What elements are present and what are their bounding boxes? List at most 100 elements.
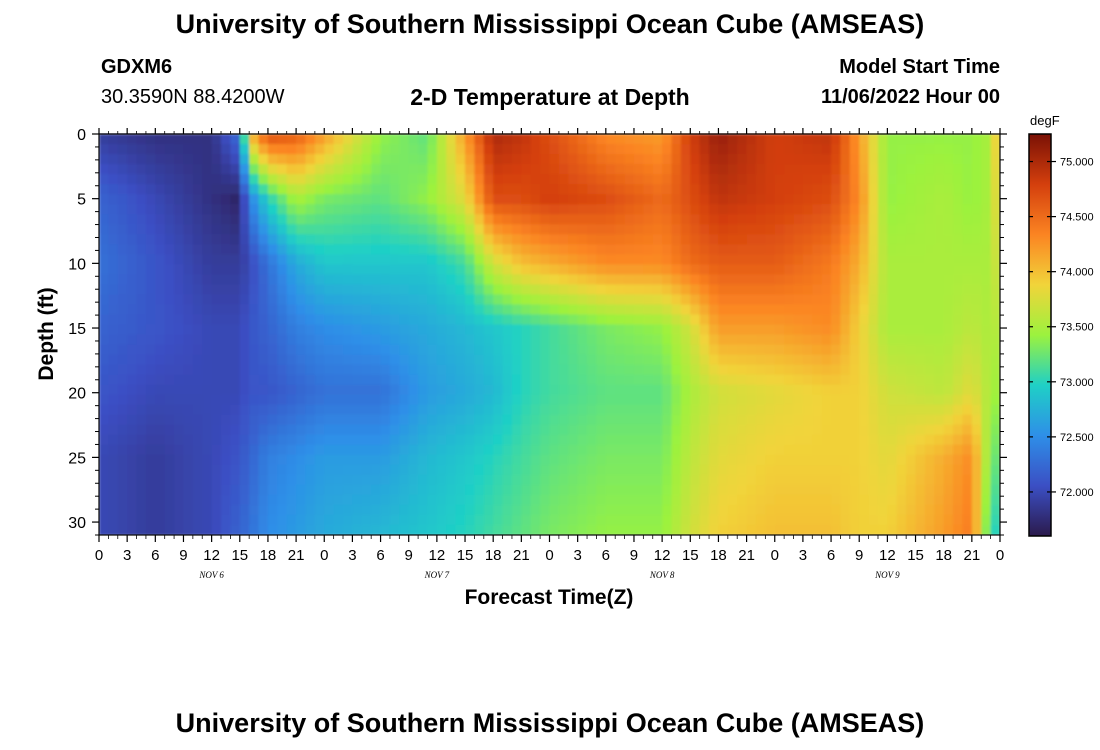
heatmap-cell bbox=[389, 164, 400, 175]
heatmap-cell bbox=[108, 474, 119, 486]
heatmap-cell bbox=[784, 504, 795, 516]
heatmap-cell bbox=[145, 224, 156, 235]
heatmap-cell bbox=[136, 334, 147, 346]
heatmap-cell bbox=[211, 254, 222, 265]
heatmap-cell bbox=[511, 504, 522, 516]
heatmap-cell bbox=[230, 394, 241, 406]
heatmap-cell bbox=[971, 404, 982, 416]
heatmap-cell bbox=[267, 274, 278, 285]
heatmap-cell bbox=[924, 404, 935, 416]
heatmap-cell bbox=[305, 474, 316, 486]
heatmap-cell bbox=[211, 314, 222, 326]
heatmap-cell bbox=[981, 304, 992, 316]
heatmap-cell bbox=[624, 324, 635, 336]
heatmap-cell bbox=[465, 224, 476, 235]
heatmap-cell bbox=[971, 444, 982, 456]
heatmap-cell bbox=[380, 334, 391, 346]
heatmap-cell bbox=[587, 154, 598, 165]
heatmap-cell bbox=[145, 394, 156, 406]
heatmap-cell bbox=[267, 394, 278, 406]
heatmap-cell bbox=[399, 474, 410, 486]
heatmap-cell bbox=[727, 304, 738, 316]
heatmap-cell bbox=[596, 374, 607, 386]
heatmap-cell bbox=[924, 214, 935, 225]
heatmap-cell bbox=[671, 164, 682, 175]
heatmap-cell bbox=[418, 184, 429, 195]
heatmap-cell bbox=[774, 354, 785, 366]
heatmap-cell bbox=[615, 134, 626, 145]
heatmap-cell bbox=[230, 494, 241, 506]
heatmap-cell bbox=[174, 224, 185, 235]
heatmap-cell bbox=[117, 514, 128, 526]
heatmap-cell bbox=[737, 314, 748, 326]
heatmap-cell bbox=[117, 334, 128, 346]
heatmap-cell bbox=[896, 374, 907, 386]
heatmap-cell bbox=[877, 234, 888, 245]
heatmap-cell bbox=[990, 504, 1000, 516]
heatmap-cell bbox=[183, 224, 194, 235]
heatmap-cell bbox=[755, 394, 766, 406]
heatmap-cell bbox=[831, 334, 842, 346]
heatmap-cell bbox=[605, 154, 616, 165]
heatmap-cell bbox=[483, 234, 494, 245]
heatmap-cell bbox=[868, 354, 879, 366]
heatmap-cell bbox=[192, 394, 203, 406]
heatmap-cell bbox=[934, 274, 945, 285]
heatmap-cell bbox=[174, 484, 185, 496]
heatmap-cell bbox=[267, 314, 278, 326]
heatmap-cell bbox=[587, 164, 598, 175]
heatmap-cell bbox=[483, 274, 494, 285]
heatmap-cell bbox=[305, 324, 316, 336]
heatmap-cell bbox=[877, 454, 888, 466]
heatmap-cell bbox=[643, 384, 654, 396]
heatmap-cell bbox=[418, 264, 429, 275]
heatmap-cell bbox=[446, 134, 457, 145]
heatmap-cell bbox=[802, 504, 813, 516]
heatmap-cell bbox=[333, 444, 344, 456]
heatmap-cell bbox=[521, 404, 532, 416]
heatmap-cell bbox=[774, 254, 785, 265]
heatmap-cell bbox=[117, 144, 128, 155]
heatmap-cell bbox=[906, 214, 917, 225]
heatmap-cell bbox=[418, 314, 429, 326]
heatmap-cell bbox=[652, 314, 663, 326]
heatmap-cell bbox=[924, 154, 935, 165]
heatmap-cell bbox=[924, 424, 935, 436]
heatmap-cell bbox=[652, 474, 663, 486]
heatmap-cell bbox=[145, 274, 156, 285]
heatmap-cell bbox=[774, 494, 785, 506]
heatmap-cell bbox=[943, 284, 954, 295]
heatmap-cell bbox=[267, 334, 278, 346]
heatmap-cell bbox=[296, 314, 307, 326]
heatmap-cell bbox=[671, 344, 682, 356]
heatmap-cell bbox=[915, 314, 926, 326]
heatmap-cell bbox=[211, 214, 222, 225]
heatmap-cell bbox=[418, 294, 429, 306]
heatmap-cell bbox=[859, 304, 870, 316]
heatmap-cell bbox=[699, 134, 710, 145]
heatmap-cell bbox=[802, 254, 813, 265]
heatmap-cell bbox=[305, 144, 316, 155]
station-coordinates: 30.3590N 88.4200W bbox=[101, 86, 285, 108]
heatmap-cell bbox=[305, 354, 316, 366]
heatmap-cell bbox=[211, 264, 222, 275]
heatmap-cell bbox=[511, 344, 522, 356]
heatmap-cell bbox=[568, 444, 579, 456]
heatmap-cell bbox=[671, 284, 682, 295]
heatmap-cell bbox=[596, 224, 607, 235]
heatmap-cell bbox=[943, 334, 954, 346]
heatmap-cell bbox=[906, 314, 917, 326]
heatmap-cell bbox=[408, 254, 419, 265]
heatmap-cell bbox=[258, 504, 269, 516]
heatmap-cell bbox=[793, 454, 804, 466]
heatmap-cell bbox=[352, 384, 363, 396]
heatmap-cell bbox=[192, 184, 203, 195]
heatmap-cell bbox=[737, 444, 748, 456]
heatmap-cell bbox=[568, 434, 579, 446]
x-tick-label: 18 bbox=[935, 547, 952, 564]
heatmap-cell bbox=[755, 184, 766, 195]
heatmap-cell bbox=[906, 134, 917, 145]
heatmap-cell bbox=[530, 494, 541, 506]
heatmap-cell bbox=[408, 494, 419, 506]
heatmap-cell bbox=[502, 394, 513, 406]
